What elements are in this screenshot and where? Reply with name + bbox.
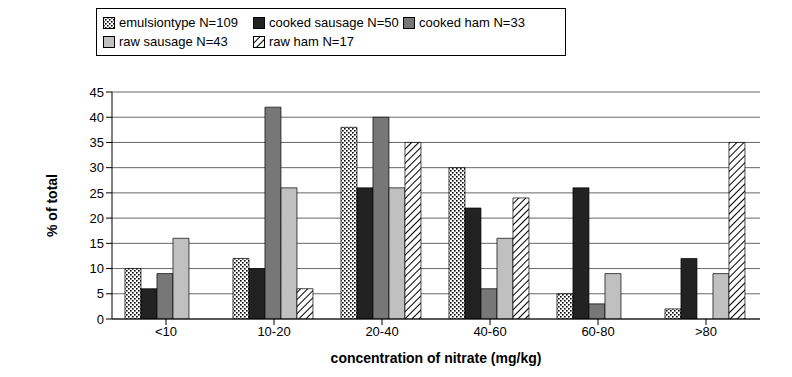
svg-text:10: 10: [90, 261, 104, 276]
svg-text:concentration of nitrate (mg/k: concentration of nitrate (mg/kg): [331, 350, 542, 366]
svg-text:<10: <10: [155, 324, 177, 339]
svg-text:45: 45: [90, 85, 104, 100]
html-text:raw ham N=17: raw ham N=17: [269, 34, 354, 49]
svg-text:20: 20: [90, 211, 104, 226]
svg-text:>80: >80: [695, 324, 717, 339]
html-text:emulsiontype N=109: emulsiontype N=109: [119, 15, 238, 30]
html-text:raw sausage N=43: raw sausage N=43: [119, 34, 228, 49]
svg-text:30: 30: [90, 160, 104, 175]
svg-text:60-80: 60-80: [581, 324, 614, 339]
svg-text:40-60: 40-60: [473, 324, 506, 339]
svg-text:5: 5: [97, 286, 104, 301]
svg-text:35: 35: [90, 135, 104, 150]
svg-text:0: 0: [97, 312, 104, 327]
svg-text:25: 25: [90, 186, 104, 201]
svg-text:20-40: 20-40: [365, 324, 398, 339]
html-text:cooked sausage N=50: cooked sausage N=50: [269, 15, 399, 30]
svg-text:% of total: % of total: [44, 174, 60, 237]
svg-text:10-20: 10-20: [257, 324, 290, 339]
svg-text:15: 15: [90, 236, 104, 251]
svg-text:40: 40: [90, 110, 104, 125]
html-text:cooked ham N=33: cooked ham N=33: [419, 15, 525, 30]
